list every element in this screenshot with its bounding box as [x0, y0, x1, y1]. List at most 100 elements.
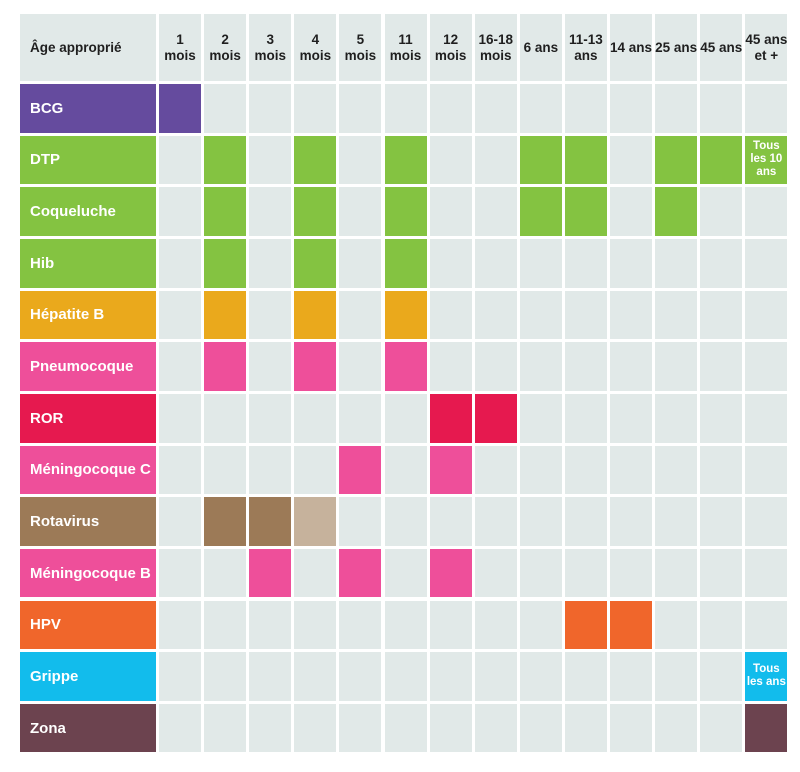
empty-cell — [745, 393, 788, 443]
empty-cell — [474, 652, 517, 701]
empty-cell — [159, 393, 202, 443]
empty-cell — [249, 238, 292, 288]
dose-mark — [294, 342, 337, 391]
empty-cell — [429, 84, 472, 133]
empty-cell — [159, 703, 202, 753]
dose-mark — [700, 135, 743, 185]
empty-cell — [655, 548, 698, 598]
empty-cell — [249, 135, 292, 185]
empty-cell — [745, 290, 788, 340]
dose-mark — [384, 135, 427, 185]
empty-cell — [384, 652, 427, 701]
dose-mark — [159, 84, 202, 133]
empty-cell — [429, 238, 472, 288]
empty-cell — [519, 445, 562, 495]
dose-mark — [339, 445, 382, 495]
dose-mark — [294, 187, 337, 236]
dose-note: Tous les ans — [745, 652, 788, 701]
dose-mark — [204, 342, 247, 391]
dose-mark — [384, 187, 427, 236]
row-label: Hépatite B — [20, 290, 156, 340]
empty-cell — [474, 445, 517, 495]
empty-cell — [294, 84, 337, 133]
empty-cell — [474, 342, 517, 391]
column-header: 5 mois — [339, 14, 382, 81]
empty-cell — [610, 652, 653, 701]
empty-cell — [294, 652, 337, 701]
empty-cell — [610, 497, 653, 546]
dose-mark — [474, 393, 517, 443]
empty-cell — [610, 238, 653, 288]
empty-cell — [745, 238, 788, 288]
empty-cell — [745, 600, 788, 650]
empty-cell — [564, 703, 607, 753]
empty-cell — [249, 600, 292, 650]
empty-cell — [429, 703, 472, 753]
empty-cell — [655, 342, 698, 391]
column-header: 11 mois — [384, 14, 427, 81]
empty-cell — [745, 84, 788, 133]
empty-cell — [159, 548, 202, 598]
row-label: Méningocoque C — [20, 445, 156, 495]
empty-cell — [159, 187, 202, 236]
row-label: Méningocoque B — [20, 548, 156, 598]
empty-cell — [655, 84, 698, 133]
column-header: 12 mois — [429, 14, 472, 81]
empty-cell — [249, 445, 292, 495]
empty-cell — [159, 238, 202, 288]
dose-mark — [610, 600, 653, 650]
empty-cell — [519, 703, 562, 753]
empty-cell — [429, 497, 472, 546]
dose-mark — [384, 342, 427, 391]
empty-cell — [384, 445, 427, 495]
empty-cell — [700, 652, 743, 701]
empty-cell — [159, 342, 202, 391]
empty-cell — [249, 84, 292, 133]
empty-cell — [655, 703, 698, 753]
dose-mark — [745, 703, 788, 753]
empty-cell — [745, 548, 788, 598]
empty-cell — [384, 548, 427, 598]
empty-cell — [519, 238, 562, 288]
dose-mark — [204, 187, 247, 236]
empty-cell — [339, 187, 382, 236]
row-label: Zona — [20, 703, 156, 753]
dose-mark — [655, 187, 698, 236]
empty-cell — [429, 342, 472, 391]
empty-cell — [159, 600, 202, 650]
empty-cell — [655, 290, 698, 340]
empty-cell — [339, 238, 382, 288]
empty-cell — [474, 703, 517, 753]
row-label: Rotavirus — [20, 497, 156, 546]
empty-cell — [519, 393, 562, 443]
dose-mark — [249, 497, 292, 546]
empty-cell — [474, 238, 517, 288]
empty-cell — [519, 84, 562, 133]
empty-cell — [700, 497, 743, 546]
empty-cell — [384, 497, 427, 546]
column-header: 14 ans — [610, 14, 653, 81]
dose-mark — [429, 445, 472, 495]
empty-cell — [429, 135, 472, 185]
dose-mark — [204, 290, 247, 340]
dose-mark — [429, 393, 472, 443]
empty-cell — [564, 548, 607, 598]
column-header: 2 mois — [204, 14, 247, 81]
empty-cell — [384, 393, 427, 443]
dose-mark — [429, 548, 472, 598]
dose-mark — [294, 238, 337, 288]
empty-cell — [745, 187, 788, 236]
empty-cell — [429, 187, 472, 236]
empty-cell — [339, 84, 382, 133]
empty-cell — [294, 703, 337, 753]
empty-cell — [700, 187, 743, 236]
empty-cell — [610, 135, 653, 185]
empty-cell — [745, 342, 788, 391]
empty-cell — [339, 703, 382, 753]
empty-cell — [700, 290, 743, 340]
empty-cell — [655, 238, 698, 288]
empty-cell — [384, 703, 427, 753]
empty-cell — [159, 497, 202, 546]
empty-cell — [474, 135, 517, 185]
